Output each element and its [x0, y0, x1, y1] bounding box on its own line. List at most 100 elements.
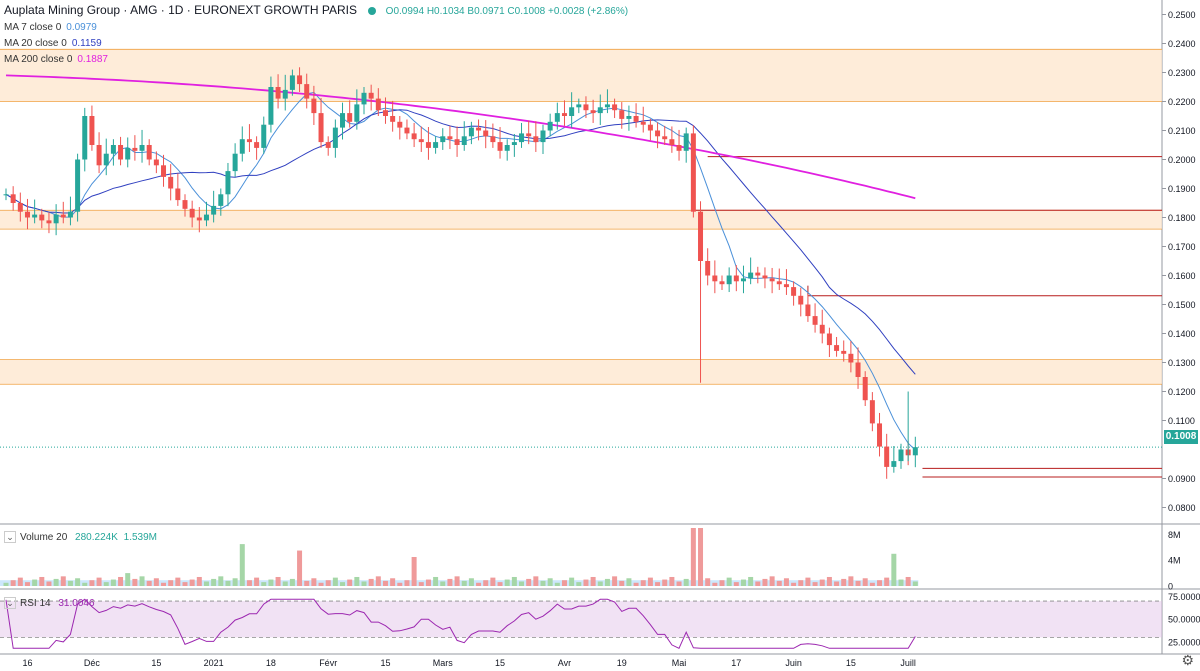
- volume-bar: [898, 579, 904, 586]
- candle-body: [440, 136, 446, 143]
- volume-bar: [289, 578, 295, 586]
- volume-bar: [425, 579, 431, 586]
- ohlc-readout: O0.0994 H0.1034 B0.0971 C0.1008 +0.0028 …: [385, 6, 629, 17]
- volume-bar: [175, 577, 181, 586]
- volume-bar: [497, 582, 503, 586]
- time-axis-label: 19: [617, 658, 627, 668]
- volume-bar: [619, 580, 625, 586]
- collapse-volume-icon[interactable]: ⌄: [4, 531, 16, 543]
- rsi-value: 31.0046: [58, 598, 95, 609]
- candle-body: [841, 350, 847, 354]
- volume-bar: [67, 580, 73, 586]
- volume-bar: [647, 577, 653, 586]
- volume-bar: [690, 528, 696, 586]
- price-axis-label: 0.2400: [1168, 39, 1196, 49]
- volume-bar: [382, 580, 388, 586]
- candle-body: [791, 287, 797, 296]
- candle-body: [418, 139, 424, 143]
- price-axis-label: 0.2200: [1168, 97, 1196, 107]
- ma20-legend[interactable]: MA 20 close 0 0.1159: [4, 38, 102, 49]
- ma200-legend[interactable]: MA 200 close 0 0.1887: [4, 54, 108, 65]
- candle-body: [411, 133, 417, 140]
- volume-bar: [325, 580, 331, 586]
- price-axis-label: 0.1800: [1168, 213, 1196, 223]
- candle-body: [196, 217, 202, 221]
- candle-body: [511, 142, 517, 145]
- volume-bar: [275, 576, 281, 586]
- volume-bar: [461, 580, 467, 586]
- candle-body: [783, 284, 789, 288]
- volume-legend[interactable]: ⌄ Volume 20 280.224K 1.539M: [4, 531, 157, 543]
- candle-body: [583, 104, 589, 111]
- candle-body: [712, 275, 718, 282]
- volume-bar: [834, 581, 840, 586]
- candle-body: [848, 353, 854, 363]
- volume-bar: [347, 579, 353, 586]
- candle-body: [597, 107, 603, 114]
- volume-bar: [411, 557, 417, 586]
- volume-bar: [118, 576, 124, 586]
- volume-bar: [590, 576, 596, 586]
- volume-bar: [612, 576, 618, 586]
- volume-bar: [153, 578, 159, 586]
- volume-bar: [268, 579, 274, 586]
- candle-body: [304, 84, 310, 99]
- volume-value-1: 280.224K: [75, 532, 118, 543]
- volume-bar: [3, 582, 9, 586]
- candle-body: [354, 104, 360, 122]
- volume-bar: [805, 577, 811, 586]
- candle-body: [89, 116, 95, 145]
- price-axis-label: 0.2100: [1168, 126, 1196, 136]
- volume-bar: [877, 580, 883, 586]
- volume-bar: [547, 578, 553, 586]
- symbol-title[interactable]: Auplata Mining Group · AMG · 1D · EURONE…: [4, 3, 357, 17]
- candle-body: [110, 145, 116, 154]
- volume-bar: [755, 581, 761, 586]
- volume-bar: [60, 576, 66, 586]
- volume-bar: [490, 577, 496, 586]
- candle-body: [633, 116, 639, 122]
- price-axis-label: 0.1900: [1168, 184, 1196, 194]
- candle-body: [719, 281, 725, 285]
- ma7-label: MA 7 close 0: [4, 22, 62, 33]
- candle-body: [146, 145, 152, 160]
- candle-body: [375, 98, 381, 111]
- volume-bar: [676, 581, 682, 586]
- volume-bar: [454, 576, 460, 586]
- volume-bar: [146, 580, 152, 586]
- volume-bar: [261, 582, 267, 586]
- volume-bar: [476, 582, 482, 586]
- candle-body: [461, 136, 467, 145]
- volume-bar: [504, 579, 510, 586]
- rsi-axis-label: 50.0000: [1168, 615, 1200, 625]
- candle-body: [361, 92, 367, 105]
- volume-bar: [110, 579, 116, 586]
- ma200-label: MA 200 close 0: [4, 54, 73, 65]
- volume-bar: [440, 581, 446, 586]
- candle-body: [819, 324, 825, 334]
- volume-bar: [626, 578, 632, 586]
- ma7-legend[interactable]: MA 7 close 0 0.0979: [4, 22, 97, 33]
- rsi-legend[interactable]: ⌄ RSI 14 31.0046: [4, 597, 95, 609]
- volume-bar: [526, 578, 532, 586]
- candle-body: [368, 92, 374, 99]
- volume-bar: [783, 578, 789, 586]
- volume-bar: [46, 581, 52, 586]
- volume-axis-label: 4M: [1168, 556, 1181, 566]
- candle-body: [60, 214, 66, 218]
- candle-body: [805, 304, 811, 317]
- volume-bar: [218, 576, 224, 586]
- candle-body: [533, 136, 539, 143]
- collapse-rsi-icon[interactable]: ⌄: [4, 597, 16, 609]
- settings-gear-icon[interactable]: ⚙: [1181, 652, 1194, 668]
- candle-body: [239, 139, 245, 154]
- candle-body: [332, 127, 338, 148]
- volume-bar: [89, 580, 95, 586]
- volume-bar: [819, 579, 825, 586]
- candle-body: [3, 194, 9, 196]
- volume-bar: [211, 578, 217, 586]
- volume-bar: [733, 582, 739, 586]
- volume-bar: [855, 580, 861, 586]
- candle-body: [103, 153, 109, 166]
